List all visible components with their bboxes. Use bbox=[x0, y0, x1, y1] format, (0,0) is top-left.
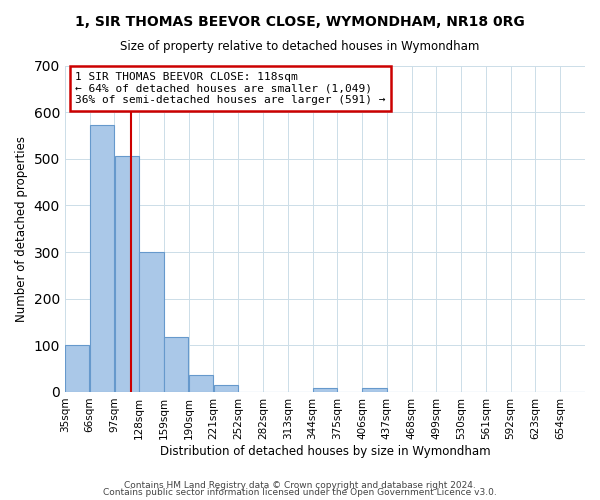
Bar bbox=[313, 388, 337, 392]
Bar bbox=[139, 252, 164, 392]
Text: 1, SIR THOMAS BEEVOR CLOSE, WYMONDHAM, NR18 0RG: 1, SIR THOMAS BEEVOR CLOSE, WYMONDHAM, N… bbox=[75, 15, 525, 29]
Bar bbox=[65, 346, 89, 392]
Y-axis label: Number of detached properties: Number of detached properties bbox=[15, 136, 28, 322]
Text: 1 SIR THOMAS BEEVOR CLOSE: 118sqm
← 64% of detached houses are smaller (1,049)
3: 1 SIR THOMAS BEEVOR CLOSE: 118sqm ← 64% … bbox=[75, 72, 386, 105]
Text: Contains HM Land Registry data © Crown copyright and database right 2024.: Contains HM Land Registry data © Crown c… bbox=[124, 480, 476, 490]
Text: Size of property relative to detached houses in Wymondham: Size of property relative to detached ho… bbox=[121, 40, 479, 53]
Bar bbox=[189, 374, 213, 392]
Text: Contains public sector information licensed under the Open Government Licence v3: Contains public sector information licen… bbox=[103, 488, 497, 497]
Bar bbox=[214, 386, 238, 392]
X-axis label: Distribution of detached houses by size in Wymondham: Distribution of detached houses by size … bbox=[160, 444, 490, 458]
Bar bbox=[362, 388, 386, 392]
Bar bbox=[90, 124, 114, 392]
Bar bbox=[164, 337, 188, 392]
Bar bbox=[115, 156, 139, 392]
